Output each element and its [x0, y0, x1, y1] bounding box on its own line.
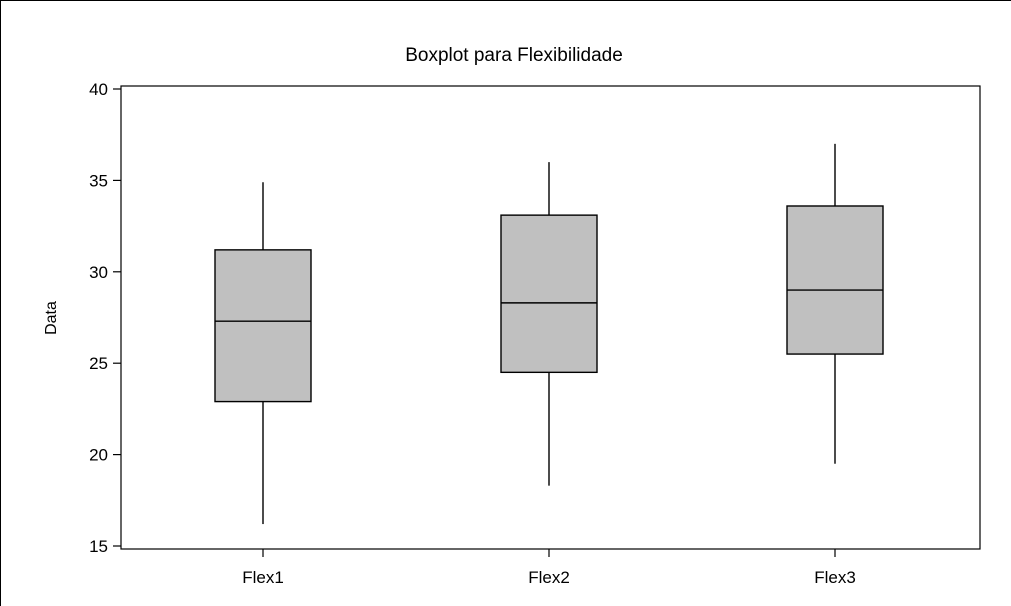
- iqr-box-flex1: [214, 249, 312, 403]
- y-tick-label-15: 15: [89, 537, 108, 556]
- y-tick-label-35: 35: [89, 171, 108, 190]
- iqr-box-flex2: [500, 214, 598, 374]
- x-axis: Flex1 Flex2 Flex3: [242, 549, 856, 587]
- x-tick-label-flex2: Flex2: [528, 568, 570, 587]
- y-tick-label-20: 20: [89, 446, 108, 465]
- boxes: [214, 143, 884, 525]
- chart-title: Boxplot para Flexibilidade: [405, 45, 623, 66]
- y-tick-label-30: 30: [89, 263, 108, 282]
- y-tick-label-40: 40: [89, 80, 108, 99]
- x-tick-label-flex1: Flex1: [242, 568, 284, 587]
- x-tick-label-flex3: Flex3: [814, 568, 856, 587]
- y-tick-label-25: 25: [89, 354, 108, 373]
- box-flex2: [500, 162, 598, 486]
- y-axis: 15 20 25 30 35 40: [89, 80, 121, 556]
- box-flex3: [786, 143, 884, 464]
- y-axis-label: Data: [43, 301, 60, 335]
- plot-area: [120, 85, 981, 550]
- box-flex1: [214, 182, 312, 525]
- iqr-box-flex3: [786, 205, 884, 355]
